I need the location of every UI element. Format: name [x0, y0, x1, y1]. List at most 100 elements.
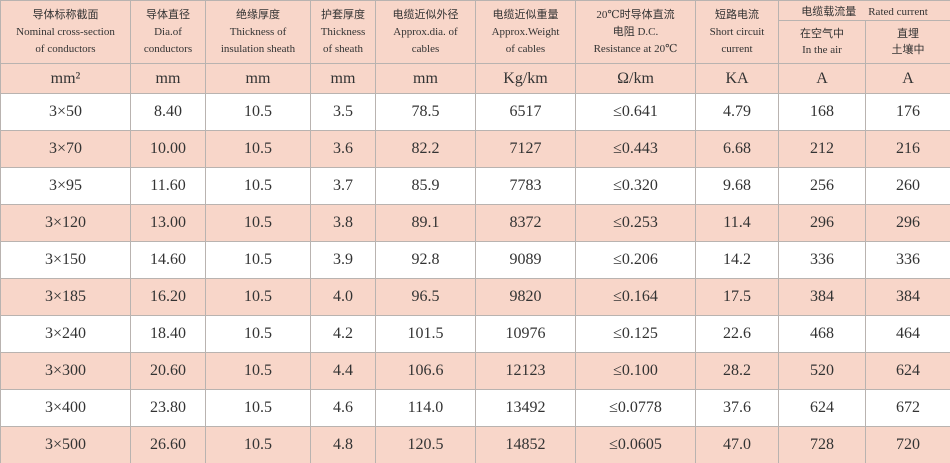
data-cell: 4.4 [310, 352, 376, 390]
data-cell: 3×70 [0, 130, 131, 168]
header-text: 导体直径 [146, 8, 190, 21]
header-text: insulation sheath [220, 42, 296, 55]
data-cell: 3×185 [0, 278, 131, 316]
header-sub-cell: 在空气中 In the air [778, 20, 866, 64]
data-cell: 82.2 [375, 130, 476, 168]
header-text: 20℃时导体直流 [596, 8, 675, 21]
header-text: Thickness of [229, 25, 287, 38]
data-cell: 212 [778, 130, 866, 168]
data-cell: 47.0 [695, 426, 779, 463]
header-cell: 20℃时导体直流 电阻 D.C. Resistance at 20℃ [575, 0, 696, 64]
data-cell: 120.5 [375, 426, 476, 463]
header-text: of cables [505, 42, 546, 55]
data-cell: 14852 [475, 426, 576, 463]
header-text: 土壤中 [891, 44, 925, 56]
header-text: of conductors [35, 42, 96, 55]
data-cell: 296 [778, 204, 866, 242]
data-cell: 216 [865, 130, 950, 168]
data-cell: 4.2 [310, 315, 376, 353]
unit-cell: mm [205, 63, 311, 94]
data-cell: 336 [778, 241, 866, 279]
data-row: 3×500 26.60 10.5 4.8 120.5 14852 ≤0.0605 47.0 72… [0, 426, 950, 463]
unit-cell: A [865, 63, 950, 94]
data-row: 3×120 13.00 10.5 3.8 89.1 8372 ≤0.253 11.4 296 29… [0, 204, 950, 242]
header-cell: 导体标称截面 Nominal cross-section of conductors [0, 0, 131, 64]
unit-cell: Kg/km [475, 63, 576, 94]
data-cell: ≤0.443 [575, 130, 696, 168]
data-row: 3×300 20.60 10.5 4.4 106.6 12123 ≤0.100 28.2 520… [0, 352, 950, 390]
data-cell: 106.6 [375, 352, 476, 390]
data-row: 3×70 10.00 10.5 3.6 82.2 7127 ≤0.443 6.68 212 216 [0, 130, 950, 168]
data-row: 3×50 8.40 10.5 3.5 78.5 6517 ≤0.641 4.79 168 176 [0, 93, 950, 131]
data-cell: ≤0.206 [575, 241, 696, 279]
data-cell: 10.5 [205, 278, 311, 316]
data-cell: 9.68 [695, 167, 779, 205]
unit-cell: KA [695, 63, 779, 94]
unit-cell: mm [130, 63, 206, 94]
header-cell: 电缆近似外径 Approx.dia. of cables [375, 0, 476, 64]
data-cell: 23.80 [130, 389, 206, 427]
data-cell: 78.5 [375, 93, 476, 131]
data-cell: 13492 [475, 389, 576, 427]
data-cell: 101.5 [375, 315, 476, 353]
data-cell: 296 [865, 204, 950, 242]
data-cell: 28.2 [695, 352, 779, 390]
data-cell: 10.5 [205, 352, 311, 390]
data-cell: ≤0.0778 [575, 389, 696, 427]
data-cell: 14.60 [130, 241, 206, 279]
data-cell: 384 [865, 278, 950, 316]
data-cell: 9820 [475, 278, 576, 316]
data-cell: 384 [778, 278, 866, 316]
header-text: Rated current [868, 5, 928, 18]
header-cell: 护套厚度 Thickness of sheath [310, 0, 376, 64]
data-row: 3×95 11.60 10.5 3.7 85.9 7783 ≤0.320 9.68 256 260 [0, 167, 950, 205]
header-text: 导体标称截面 [32, 8, 99, 21]
data-cell: 168 [778, 93, 866, 131]
data-cell: 3.7 [310, 167, 376, 205]
data-cell: 9089 [475, 241, 576, 279]
data-cell: 464 [865, 315, 950, 353]
data-cell: 3×300 [0, 352, 131, 390]
data-cell: 96.5 [375, 278, 476, 316]
data-cell: 6517 [475, 93, 576, 131]
data-cell: 3×95 [0, 167, 131, 205]
data-cell: 3×120 [0, 204, 131, 242]
data-cell: 11.4 [695, 204, 779, 242]
data-cell: ≤0.0605 [575, 426, 696, 463]
header-cell: 绝缘厚度 Thickness of insulation sheath [205, 0, 311, 64]
data-cell: 624 [778, 389, 866, 427]
unit-cell: mm² [0, 63, 131, 94]
data-cell: 10.5 [205, 315, 311, 353]
data-cell: 6.68 [695, 130, 779, 168]
data-cell: 8372 [475, 204, 576, 242]
header-text: 护套厚度 [321, 8, 365, 21]
data-row: 3×150 14.60 10.5 3.9 92.8 9089 ≤0.206 14.2 336 33… [0, 241, 950, 279]
data-cell: 10.00 [130, 130, 206, 168]
data-cell: 4.79 [695, 93, 779, 131]
data-cell: 176 [865, 93, 950, 131]
header-text: Dia.of [154, 25, 182, 38]
data-cell: ≤0.320 [575, 167, 696, 205]
data-cell: 114.0 [375, 389, 476, 427]
data-cell: 11.60 [130, 167, 206, 205]
header-cell: 短路电流 Short circuit current [695, 0, 779, 64]
data-cell: 10.5 [205, 167, 311, 205]
data-cell: 4.0 [310, 278, 376, 316]
header-text: 电缆近似外径 [392, 8, 459, 21]
header-cell: 电缆近似重量 Approx.Weight of cables [475, 0, 576, 64]
header-text: 直埋 [897, 28, 919, 40]
data-cell: ≤0.641 [575, 93, 696, 131]
header-text: 短路电流 [715, 8, 759, 21]
data-cell: 18.40 [130, 315, 206, 353]
header-text: Short circuit [709, 25, 765, 38]
data-cell: 14.2 [695, 241, 779, 279]
data-row: 3×400 23.80 10.5 4.6 114.0 13492 ≤0.0778 37.6 62… [0, 389, 950, 427]
data-cell: 26.60 [130, 426, 206, 463]
units-row: mm² mm mm mm mm Kg/km Ω/km KA A A [0, 63, 950, 94]
header-text: 电阻 D.C. [612, 25, 659, 38]
data-cell: 3.9 [310, 241, 376, 279]
data-cell: 17.5 [695, 278, 779, 316]
data-cell: 3×240 [0, 315, 131, 353]
